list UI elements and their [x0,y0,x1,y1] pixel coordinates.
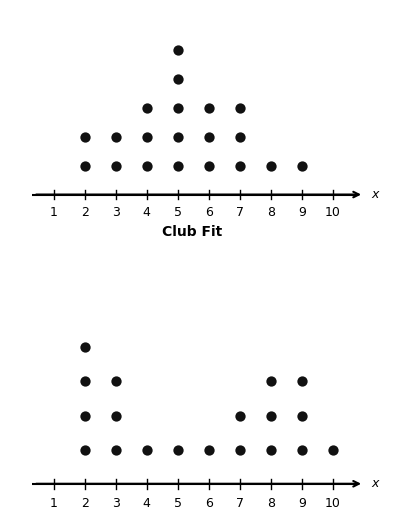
Point [113,162,119,170]
Text: x: x [372,477,379,490]
Point [267,378,274,386]
Text: 1: 1 [50,497,57,510]
Text: 4: 4 [143,205,150,218]
Point [267,162,274,170]
Text: 10: 10 [325,205,341,218]
Text: 5: 5 [174,205,182,218]
Point [330,446,336,454]
Point [113,378,119,386]
Point [82,446,88,454]
Text: 8: 8 [267,497,275,510]
Point [175,133,181,141]
Text: 4: 4 [143,497,150,510]
Point [236,133,243,141]
Point [82,133,88,141]
Text: 5: 5 [174,497,182,510]
Point [175,104,181,112]
Point [298,411,305,420]
Text: 3: 3 [112,497,119,510]
Text: 9: 9 [298,205,306,218]
Text: Club Fit: Club Fit [162,225,222,239]
Point [236,104,243,112]
Point [267,411,274,420]
Text: 7: 7 [236,497,244,510]
Text: 6: 6 [205,205,213,218]
Text: 1: 1 [50,205,57,218]
Point [298,162,305,170]
Point [144,133,150,141]
Point [236,446,243,454]
Point [205,133,212,141]
Point [236,162,243,170]
Point [205,162,212,170]
Text: 9: 9 [298,497,306,510]
Point [175,162,181,170]
Point [82,162,88,170]
Text: 2: 2 [81,497,88,510]
Point [113,411,119,420]
Point [298,446,305,454]
Point [113,446,119,454]
Point [267,446,274,454]
Point [205,446,212,454]
Point [82,411,88,420]
Text: x: x [372,188,379,201]
Text: 10: 10 [325,497,341,510]
Point [82,378,88,386]
Point [113,133,119,141]
Point [82,343,88,352]
Point [175,75,181,83]
Point [144,446,150,454]
Point [175,446,181,454]
Point [175,46,181,55]
Point [236,411,243,420]
Point [298,378,305,386]
Point [144,162,150,170]
Point [205,104,212,112]
Text: 7: 7 [236,205,244,218]
Text: 2: 2 [81,205,88,218]
Text: 3: 3 [112,205,119,218]
Text: 6: 6 [205,497,213,510]
Point [144,104,150,112]
Text: 8: 8 [267,205,275,218]
